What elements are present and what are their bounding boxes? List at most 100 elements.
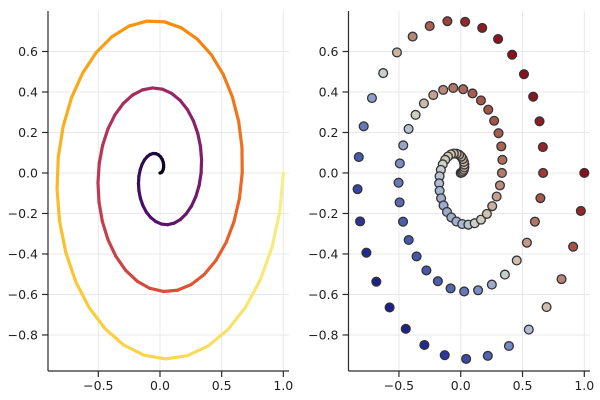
scatter-point xyxy=(528,91,539,102)
spiral-line-segment xyxy=(127,19,149,28)
scatter-point xyxy=(503,340,515,352)
spiral-line-segment xyxy=(97,200,105,224)
scatter-point xyxy=(541,302,552,313)
scatter-point xyxy=(428,90,439,101)
scatter-point xyxy=(411,251,422,262)
scatter-point xyxy=(499,269,510,280)
scatter-point xyxy=(445,283,456,294)
y-tick-label: 0.6 xyxy=(18,44,38,59)
spiral-line-segment xyxy=(185,108,195,123)
spiral-line-segment xyxy=(140,86,155,92)
x-tick-label: −0.5 xyxy=(83,378,113,393)
y-tick-label: −0.2 xyxy=(8,206,38,221)
spiral-line-segment xyxy=(142,353,167,361)
y-tick-label: −0.8 xyxy=(8,327,38,342)
spiral-line-segment xyxy=(113,101,125,117)
spiral-line-segment xyxy=(170,91,182,103)
spiral-line-segment xyxy=(135,279,152,290)
scatter-point xyxy=(353,151,364,163)
scatter-point xyxy=(371,276,382,287)
spiral-line-segment xyxy=(189,273,206,287)
spiral-line-segment xyxy=(194,183,201,199)
spiral-line-segment xyxy=(278,171,285,213)
scatter-point xyxy=(467,88,478,99)
scatter-point xyxy=(486,279,497,290)
spiral-line-segment xyxy=(175,283,193,292)
spiral-line-segment xyxy=(96,181,101,204)
scatter-point xyxy=(407,31,418,42)
y-tick-label: −0.4 xyxy=(8,246,38,261)
scatter-point xyxy=(384,302,395,313)
scatter-point xyxy=(403,123,414,134)
scatter-point xyxy=(507,49,518,60)
scatter-point xyxy=(400,323,411,334)
scatter-point xyxy=(393,177,404,188)
y-tick-label: −0.6 xyxy=(308,287,338,302)
y-tick-label: 0.0 xyxy=(18,165,38,180)
scatter-point xyxy=(579,167,590,179)
spiral-line-segment xyxy=(114,254,128,272)
scatter-point xyxy=(496,167,507,179)
x-tick-label: 0.0 xyxy=(150,378,170,393)
spiral-line-segment xyxy=(94,34,114,55)
scatter-point xyxy=(378,68,389,79)
spiral-line-plot: −0.5 0.0 0.5 1.0 0.6 0.4 0.2 0.0 −0.2 −0.4 −0.6 −0.… xyxy=(8,11,293,393)
scatter-point xyxy=(496,141,507,152)
spiral-line-segment xyxy=(163,354,189,361)
scatter-point xyxy=(419,339,430,351)
spiral-line-segment xyxy=(259,245,274,281)
spiral-line-segment xyxy=(74,280,91,310)
x-tick-label: 0.0 xyxy=(451,378,471,393)
spiral-line-segment xyxy=(206,327,230,348)
spiral-line-segment xyxy=(69,71,85,100)
scatter-point xyxy=(487,201,498,212)
y-tick-label: 0.4 xyxy=(18,84,38,99)
spiral-line-segment xyxy=(124,268,139,283)
spiral-line-segment xyxy=(270,209,282,249)
spiral-line-segment xyxy=(195,37,213,57)
spiral-line-segment xyxy=(230,95,241,123)
y-tick-label: 0.6 xyxy=(319,44,339,59)
scatter-point xyxy=(461,353,472,364)
spiral-line-segment xyxy=(103,327,126,347)
spiral-line-segment xyxy=(110,24,131,39)
scatter-point xyxy=(439,350,450,361)
spiral-line-segment xyxy=(189,194,198,208)
spiral-line-segment xyxy=(244,277,263,309)
scatter-point xyxy=(493,33,504,45)
scatter-point xyxy=(397,216,409,227)
spiral-line-segment xyxy=(224,220,236,245)
scatter-point xyxy=(497,154,508,165)
spiral-scatter-plot: −0.5 0.0 0.5 1.0 0.6 0.4 0.2 0.0 −0.2 −0.4 −0.6 −0.… xyxy=(308,11,594,393)
scatter-point xyxy=(538,167,549,179)
y-tick-label: −0.2 xyxy=(308,206,338,221)
spiral-line-segment xyxy=(179,26,199,41)
spiral-line-segment xyxy=(55,155,60,191)
x-tick-label: 0.5 xyxy=(212,378,232,393)
x-tick-label: 0.5 xyxy=(513,378,533,393)
spiral-line-segment xyxy=(221,72,234,99)
scatter-point xyxy=(523,324,534,335)
spiral-line-segment xyxy=(202,258,218,277)
spiral-line-segment xyxy=(122,343,146,357)
scatter-point xyxy=(489,115,500,126)
spiral-line-segment xyxy=(214,241,228,263)
scatter-point xyxy=(521,237,532,248)
spiral-line-segment xyxy=(56,124,65,159)
scatter-point xyxy=(511,255,522,266)
spiral-line-segment xyxy=(226,305,248,332)
spiral-line-segment xyxy=(101,127,110,147)
scatter-point xyxy=(534,116,545,127)
spiral-line-segment xyxy=(237,119,244,149)
scatter-point xyxy=(366,92,378,104)
spiral-line-segment xyxy=(161,288,179,294)
x-tick-label: −0.5 xyxy=(384,378,414,393)
spiral-line-series xyxy=(55,19,285,361)
scatter-point xyxy=(403,234,414,246)
spiral-line-segment xyxy=(178,98,190,112)
spiral-line-segment xyxy=(185,344,210,358)
scatter-point xyxy=(493,128,504,139)
scatter-point xyxy=(460,16,471,27)
scatter-point xyxy=(432,276,443,287)
